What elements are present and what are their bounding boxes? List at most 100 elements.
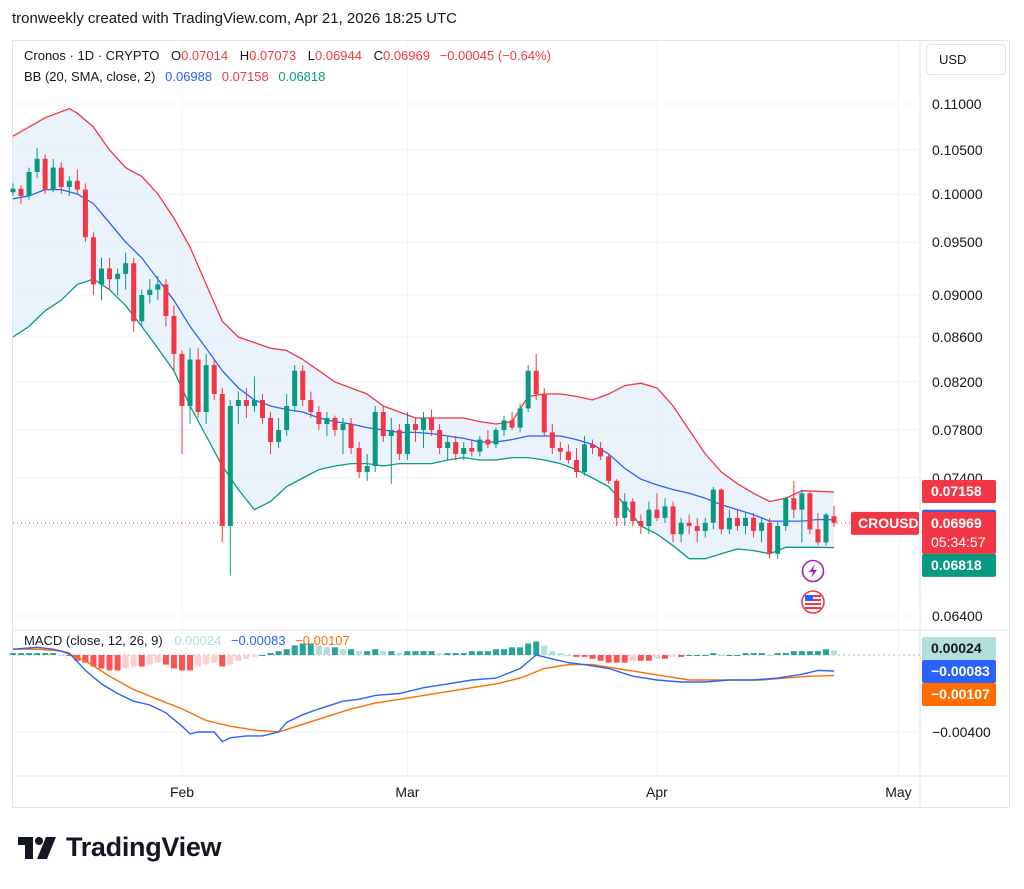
macd-histogram-bar [82, 655, 89, 663]
open-value: 0.07014 [181, 48, 229, 63]
macd-histogram-bar [372, 649, 379, 655]
lightning-event-icon[interactable] [801, 559, 825, 583]
macd-histogram-bar [130, 655, 137, 667]
candle-body [26, 172, 32, 196]
candle-body [187, 359, 193, 406]
candle [42, 154, 48, 194]
candle [324, 412, 330, 436]
candle-body [759, 522, 765, 531]
tradingview-logo[interactable]: TradingView [18, 832, 222, 863]
macd-histogram-bar [323, 647, 330, 655]
bb-lower-badge-bg [922, 553, 996, 577]
macd-histogram-bar [58, 655, 65, 656]
macd-histogram-bar [154, 655, 161, 663]
macd-histogram-bar [468, 651, 475, 655]
candle [590, 439, 596, 454]
candle [638, 514, 644, 535]
change-value: −0.00045 (−0.64%) [439, 48, 551, 63]
candlesticks [10, 148, 837, 576]
macd-histogram-bar [557, 653, 564, 655]
candle-body [429, 418, 435, 430]
candle-body [284, 406, 290, 430]
macd-histogram-bar [138, 655, 145, 667]
candle [195, 348, 201, 418]
candle [10, 183, 16, 196]
last-price-badge: 0.06969 05:34:57 [922, 511, 996, 554]
macd-histogram-bar [42, 653, 49, 655]
candle-body [227, 406, 233, 527]
candle-body [726, 517, 732, 530]
candle [356, 442, 362, 478]
macd-hist-badge-bg [922, 637, 996, 660]
candle [775, 521, 781, 559]
candle-body [115, 273, 121, 280]
price-tick-label: 0.07800 [932, 422, 983, 438]
candle [308, 391, 314, 418]
us-flag-event-icon[interactable] [801, 590, 825, 614]
macd-histogram-bar [823, 649, 829, 655]
price-tick-label: 0.08200 [932, 374, 983, 390]
candle [823, 512, 829, 546]
candle-body [123, 263, 129, 274]
candle-body [477, 439, 483, 452]
candle [203, 353, 209, 424]
macd-tick-label: −0.00400 [932, 724, 991, 740]
candle [710, 486, 716, 530]
candle-body [348, 424, 354, 448]
macd-histogram-bar [315, 645, 322, 655]
candle [26, 167, 32, 200]
candle [421, 412, 426, 448]
macd-histogram-bar [307, 643, 314, 655]
candle-body [702, 522, 708, 531]
candle [654, 493, 660, 522]
macd-histogram-bar [364, 651, 371, 655]
time-tick-label: Apr [646, 784, 668, 800]
macd-histogram-bar [243, 655, 250, 659]
candle-body [606, 456, 612, 481]
candle-body [654, 509, 660, 518]
symbol-tag: CROUSD [851, 511, 919, 535]
chart-frame[interactable] [12, 40, 1010, 808]
bb-label[interactable]: BB (20, SMA, close, 2) [24, 69, 156, 84]
candle [251, 376, 257, 412]
macd-histogram-bar [412, 651, 419, 655]
symbol-tag-text: CROUSD [858, 515, 919, 531]
macd-histogram-bar [831, 650, 838, 655]
candle [268, 412, 274, 454]
symbol-title[interactable]: Cronos · 1D · CRYPTO [24, 48, 160, 63]
candle-body [74, 180, 80, 190]
macd-line-badge-text: −0.00083 [931, 663, 990, 679]
macd-line-badge: −0.00083 [922, 660, 996, 683]
macd-label[interactable]: MACD (close, 12, 26, 9) [24, 633, 163, 648]
price-tick-label: 0.09500 [932, 234, 983, 250]
candle [50, 158, 56, 193]
macd-histogram-bar [605, 655, 612, 663]
candle [670, 501, 676, 543]
candle [243, 388, 249, 418]
macd-histogram-bar [299, 643, 306, 655]
candle-body [710, 489, 716, 523]
candle [235, 391, 241, 424]
currency-button[interactable]: USD [926, 44, 1006, 75]
macd-histogram-bar [50, 653, 57, 655]
macd-histogram-bar [444, 653, 451, 655]
macd-histogram-bar [235, 655, 242, 661]
candle [533, 353, 539, 400]
macd-histogram-bar [525, 643, 532, 655]
macd-signal-badge-text: −0.00107 [931, 686, 990, 702]
candle-body [219, 394, 225, 527]
candle [831, 505, 837, 528]
last-price-text: 0.06969 [931, 515, 982, 531]
macd-histogram-bar [766, 655, 773, 656]
macd-histogram-bar [114, 655, 121, 671]
candle-body [364, 466, 370, 472]
candle [525, 365, 531, 412]
candle [211, 359, 217, 400]
macd-histogram-bar [476, 651, 483, 655]
macd-signal-line [12, 648, 835, 733]
candle-body [461, 448, 467, 454]
candle-body [155, 284, 161, 290]
macd-histogram-bar [734, 655, 741, 656]
low-value: 0.06944 [314, 48, 362, 63]
